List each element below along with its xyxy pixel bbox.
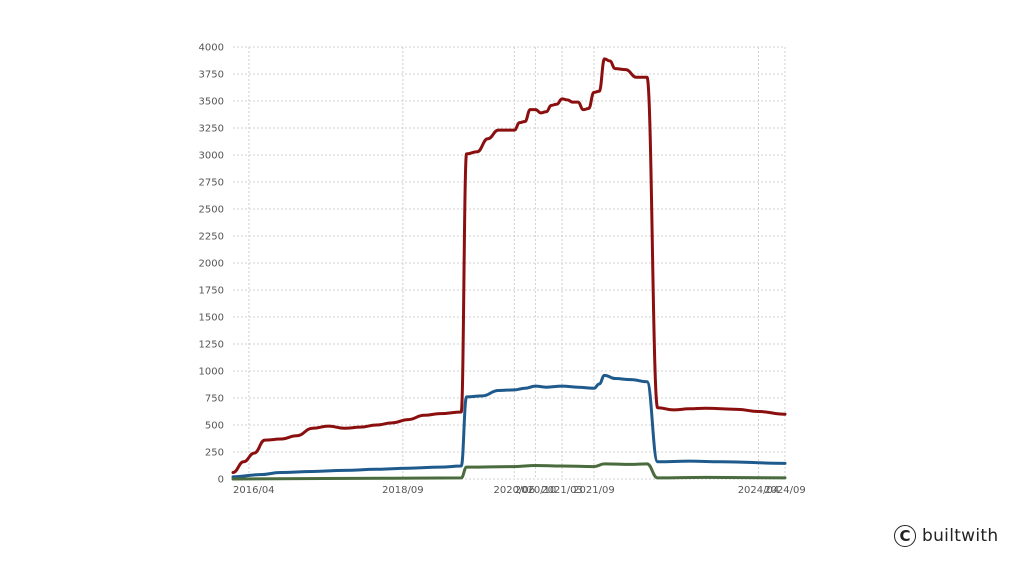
y-tick-label: 2000 <box>199 259 224 270</box>
x-tick-label: 2024/04 <box>738 485 780 496</box>
series-line-2 <box>231 373 787 479</box>
series-lines <box>231 57 787 481</box>
y-tick-label: 3250 <box>199 124 224 135</box>
y-tick-label: 3000 <box>199 151 224 162</box>
y-tick-label: 4000 <box>199 43 224 54</box>
x-tick-label: 2024/09 <box>764 485 806 496</box>
x-tick-label: 2020/06 <box>494 485 536 496</box>
y-tick-label: 0 <box>218 475 224 486</box>
x-tick-label: 2021/09 <box>573 485 615 496</box>
series-line-1 <box>231 57 787 475</box>
y-tick-label: 250 <box>205 448 224 459</box>
y-tick-label: 3500 <box>199 97 224 108</box>
x-axis-ticks: 2016/04 2018/09 2020/062020/102021/032021/… <box>233 485 806 496</box>
builtwith-watermark: C builtwith <box>894 522 998 550</box>
grid <box>233 46 786 480</box>
y-axis-ticks: 0 250 500 750 1000 1250 1500 1750 2000 2250 2500 27… <box>199 43 224 486</box>
y-tick-label: 750 <box>205 394 224 405</box>
y-tick-label: 1000 <box>199 367 224 378</box>
copyright-icon: C <box>894 525 916 547</box>
x-tick-label: 2016/04 <box>233 485 275 496</box>
series-line-3 <box>231 462 787 481</box>
x-tick-label: 2020/10 <box>515 485 557 496</box>
y-tick-label: 1500 <box>199 313 224 324</box>
y-tick-label: 1250 <box>199 340 224 351</box>
y-tick-label: 1750 <box>199 286 224 297</box>
brand-name: builtwith <box>922 526 999 546</box>
y-tick-label: 2750 <box>199 178 224 189</box>
y-tick-label: 2500 <box>199 205 224 216</box>
y-tick-label: 500 <box>205 421 224 432</box>
y-tick-label: 2250 <box>199 232 224 243</box>
y-tick-label: 3750 <box>199 70 224 81</box>
x-tick-label: 2021/03 <box>541 485 583 496</box>
x-tick-label: 2018/09 <box>382 485 424 496</box>
